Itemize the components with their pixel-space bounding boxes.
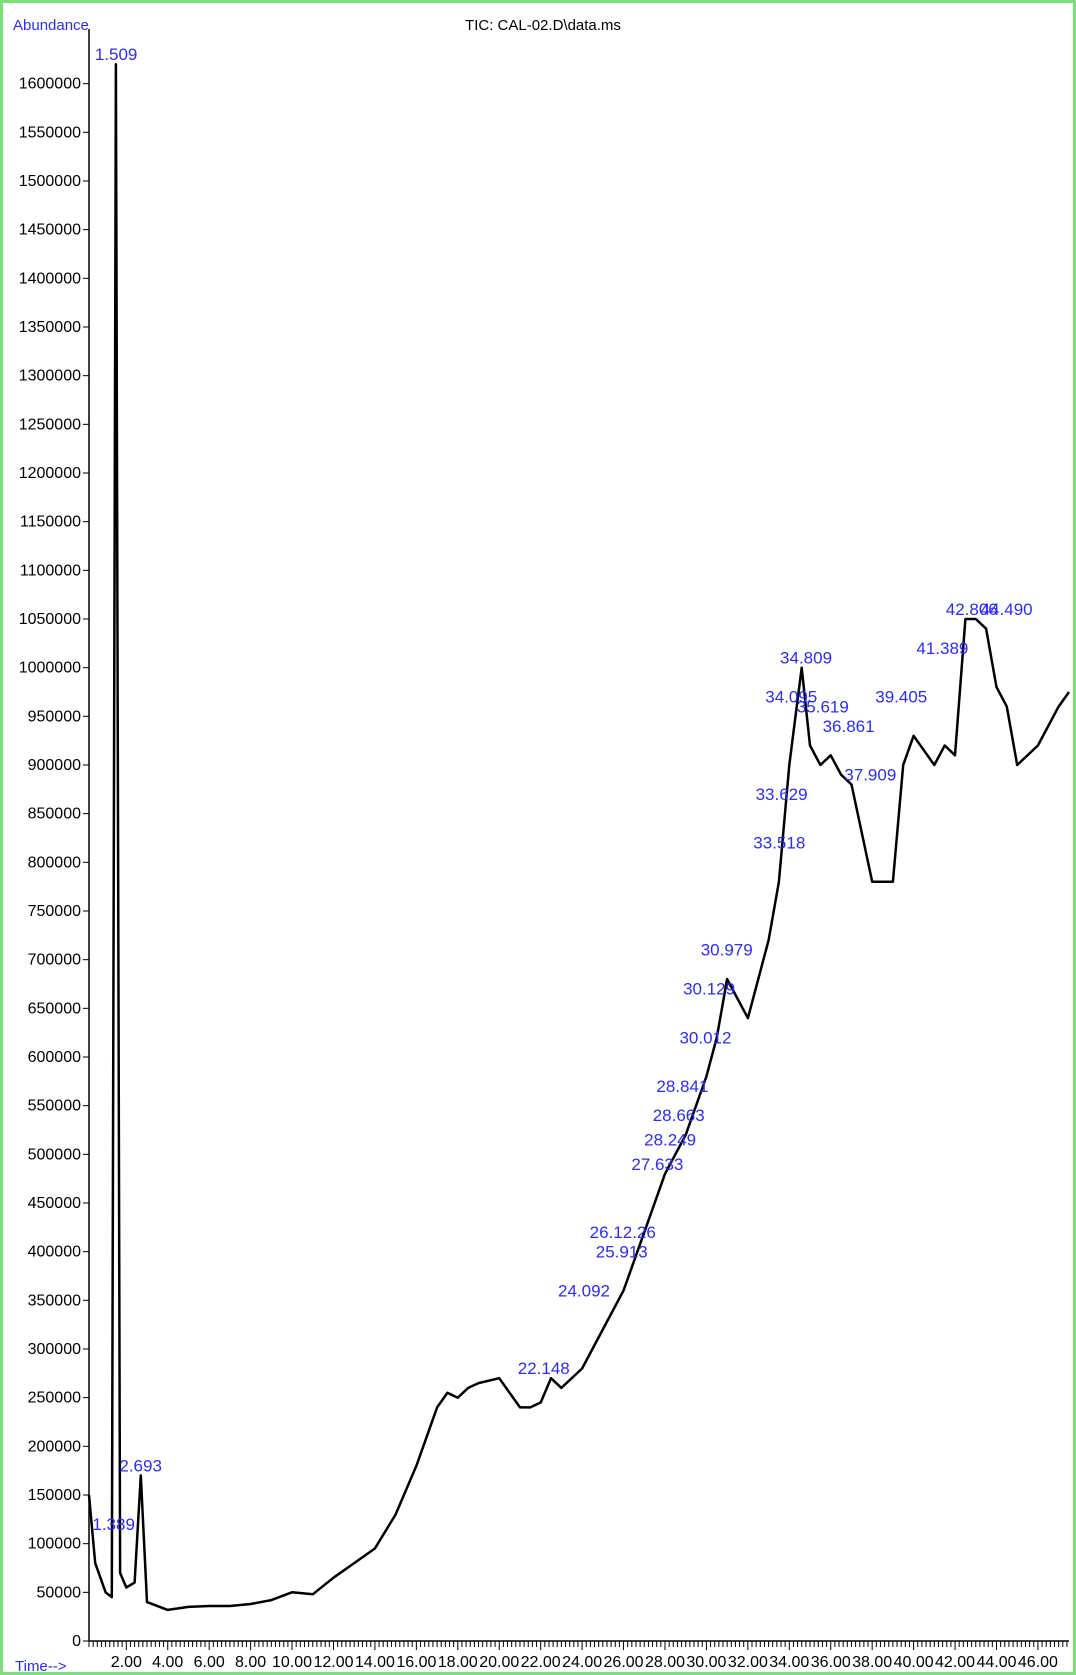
peak-label: 1.389 xyxy=(92,1515,135,1534)
chart-title: TIC: CAL-02.D\data.ms xyxy=(465,17,621,34)
peak-label: 24.092 xyxy=(558,1281,610,1300)
x-tick-label: 40.00 xyxy=(894,1654,934,1671)
peak-label: 44.490 xyxy=(981,600,1033,619)
peak-label: 26.12.26 xyxy=(590,1223,656,1242)
peak-label: 35.619 xyxy=(797,697,849,716)
x-tick-label: 42.00 xyxy=(935,1654,975,1671)
x-tick-label: 34.00 xyxy=(769,1654,809,1671)
x-tick-label: 6.00 xyxy=(194,1654,225,1671)
y-tick-label: 250000 xyxy=(28,1390,81,1407)
peak-label: 1.509 xyxy=(95,45,138,64)
y-tick-label: 700000 xyxy=(28,952,81,969)
x-axis-title: Time--> xyxy=(15,1658,67,1672)
peak-label: 2.693 xyxy=(119,1457,162,1476)
x-tick-label: 28.00 xyxy=(645,1654,685,1671)
x-ticks: 2.00 4.00 6.00 8.00 10.00 12.00 14.00 16.00 18.0… xyxy=(88,1641,1068,1671)
x-tick-label: 20.00 xyxy=(479,1654,519,1671)
y-tick-label: 1350000 xyxy=(19,319,81,336)
peak-label: 27.633 xyxy=(631,1155,683,1174)
x-tick-label: 18.00 xyxy=(438,1654,478,1671)
peak-label: 36.861 xyxy=(823,717,875,736)
y-tick-label: 100000 xyxy=(28,1536,81,1553)
y-tick-label: 600000 xyxy=(28,1049,81,1066)
peak-label: 30.012 xyxy=(679,1028,731,1047)
x-tick-label: 10.00 xyxy=(272,1654,312,1671)
peak-label: 22.148 xyxy=(518,1359,570,1378)
y-tick-label: 200000 xyxy=(28,1438,81,1455)
peak-label: 28.663 xyxy=(653,1106,705,1125)
y-tick-label: 850000 xyxy=(28,806,81,823)
y-tick-label: 950000 xyxy=(28,708,81,725)
peak-label: 28.249 xyxy=(644,1130,696,1149)
x-tick-label: 44.00 xyxy=(976,1654,1016,1671)
y-tick-label: 1400000 xyxy=(19,270,81,287)
x-tick-label: 22.00 xyxy=(521,1654,561,1671)
y-tick-label: 750000 xyxy=(28,903,81,920)
peak-label: 30.979 xyxy=(701,941,753,960)
peak-label: 30.129 xyxy=(683,980,735,999)
y-tick-label: 900000 xyxy=(28,757,81,774)
y-tick-label: 1250000 xyxy=(19,416,81,433)
y-tick-label: 300000 xyxy=(28,1341,81,1358)
peak-label: 37.909 xyxy=(844,765,896,784)
y-tick-label: 0 xyxy=(72,1633,81,1650)
peak-label: 33.518 xyxy=(753,834,805,853)
x-tick-label: 14.00 xyxy=(355,1654,395,1671)
peak-labels: 1.509 1.389 2.693 22.148 24.092 25.91326.12.2… xyxy=(92,45,1032,1534)
y-axis-title: Abundance xyxy=(13,17,89,34)
x-tick-label: 30.00 xyxy=(686,1654,726,1671)
x-tick-label: 2.00 xyxy=(111,1654,142,1671)
x-tick-label: 12.00 xyxy=(313,1654,353,1671)
y-tick-label: 550000 xyxy=(28,1098,81,1115)
y-tick-label: 500000 xyxy=(28,1146,81,1163)
y-tick-label: 400000 xyxy=(28,1244,81,1261)
y-tick-label: 1150000 xyxy=(20,514,81,531)
x-tick-label: 8.00 xyxy=(235,1654,266,1671)
y-tick-label: 650000 xyxy=(28,1000,81,1017)
y-tick-label: 1600000 xyxy=(19,76,81,93)
axes xyxy=(88,29,1069,1642)
x-tick-label: 16.00 xyxy=(396,1654,436,1671)
tic-trace-line xyxy=(87,62,1071,1612)
y-tick-label: 1500000 xyxy=(19,173,81,190)
y-tick-label: 1200000 xyxy=(19,465,81,482)
peak-label: 25.913 xyxy=(596,1242,648,1261)
y-tick-label: 50000 xyxy=(37,1584,82,1601)
x-tick-label: 4.00 xyxy=(152,1654,183,1671)
y-tick-label: 1050000 xyxy=(19,611,81,628)
x-tick-label: 24.00 xyxy=(562,1654,602,1671)
x-tick-label: 26.00 xyxy=(604,1654,644,1671)
x-tick-label: 46.00 xyxy=(1018,1654,1058,1671)
y-tick-label: 1450000 xyxy=(19,222,81,239)
y-tick-label: 350000 xyxy=(28,1292,81,1309)
peak-label: 28.841 xyxy=(656,1077,708,1096)
x-tick-label: 38.00 xyxy=(852,1654,892,1671)
y-tick-label: 800000 xyxy=(28,854,81,871)
chromatogram-chart: TIC: CAL-02.D\data.ms Abundance Time--> … xyxy=(13,17,1071,1672)
peak-label: 34.095 xyxy=(765,688,817,707)
peak-label: 41.389 xyxy=(916,639,968,658)
x-tick-label: 36.00 xyxy=(811,1654,851,1671)
y-tick-label: 150000 xyxy=(28,1487,81,1504)
y-tick-label: 1300000 xyxy=(19,368,81,385)
x-tick-label: 32.00 xyxy=(728,1654,768,1671)
y-tick-label: 1550000 xyxy=(19,124,81,141)
y-tick-label: 1000000 xyxy=(19,660,81,677)
peak-label: 42.806 xyxy=(946,600,998,619)
y-tick-label: 450000 xyxy=(28,1195,81,1212)
y-tick-label: 1100000 xyxy=(20,562,81,579)
peak-label: 33.629 xyxy=(756,785,808,804)
y-ticks: 0 50000 100000 150000 200000 250000 300000 3500… xyxy=(19,76,89,1650)
plot-area xyxy=(87,62,1071,1612)
peak-label: 34.809 xyxy=(780,649,832,668)
peak-label: 39.405 xyxy=(875,688,927,707)
